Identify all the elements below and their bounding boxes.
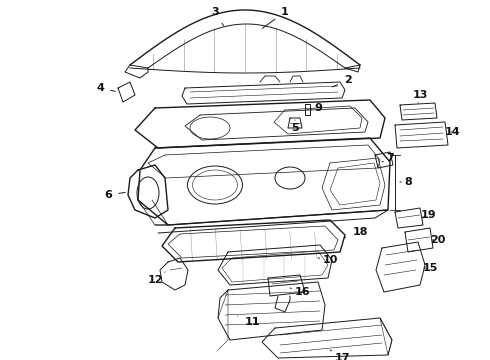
Text: 11: 11 [238,316,260,327]
Text: 20: 20 [430,235,446,245]
Text: 16: 16 [290,287,310,297]
Text: 3: 3 [211,7,223,26]
Text: 17: 17 [330,350,350,360]
Text: 9: 9 [311,103,322,113]
Text: 4: 4 [96,83,115,93]
Text: 15: 15 [422,263,438,273]
Text: 7: 7 [382,153,394,163]
Text: 18: 18 [344,227,368,238]
Text: 1: 1 [262,7,289,28]
Text: 8: 8 [400,177,412,187]
Text: 6: 6 [104,190,125,200]
Text: 12: 12 [147,272,165,285]
Text: 19: 19 [420,210,436,220]
Text: 13: 13 [412,90,428,103]
Text: 2: 2 [333,75,352,87]
Text: 5: 5 [291,120,299,133]
Text: 10: 10 [318,255,338,265]
Text: 14: 14 [444,127,460,137]
